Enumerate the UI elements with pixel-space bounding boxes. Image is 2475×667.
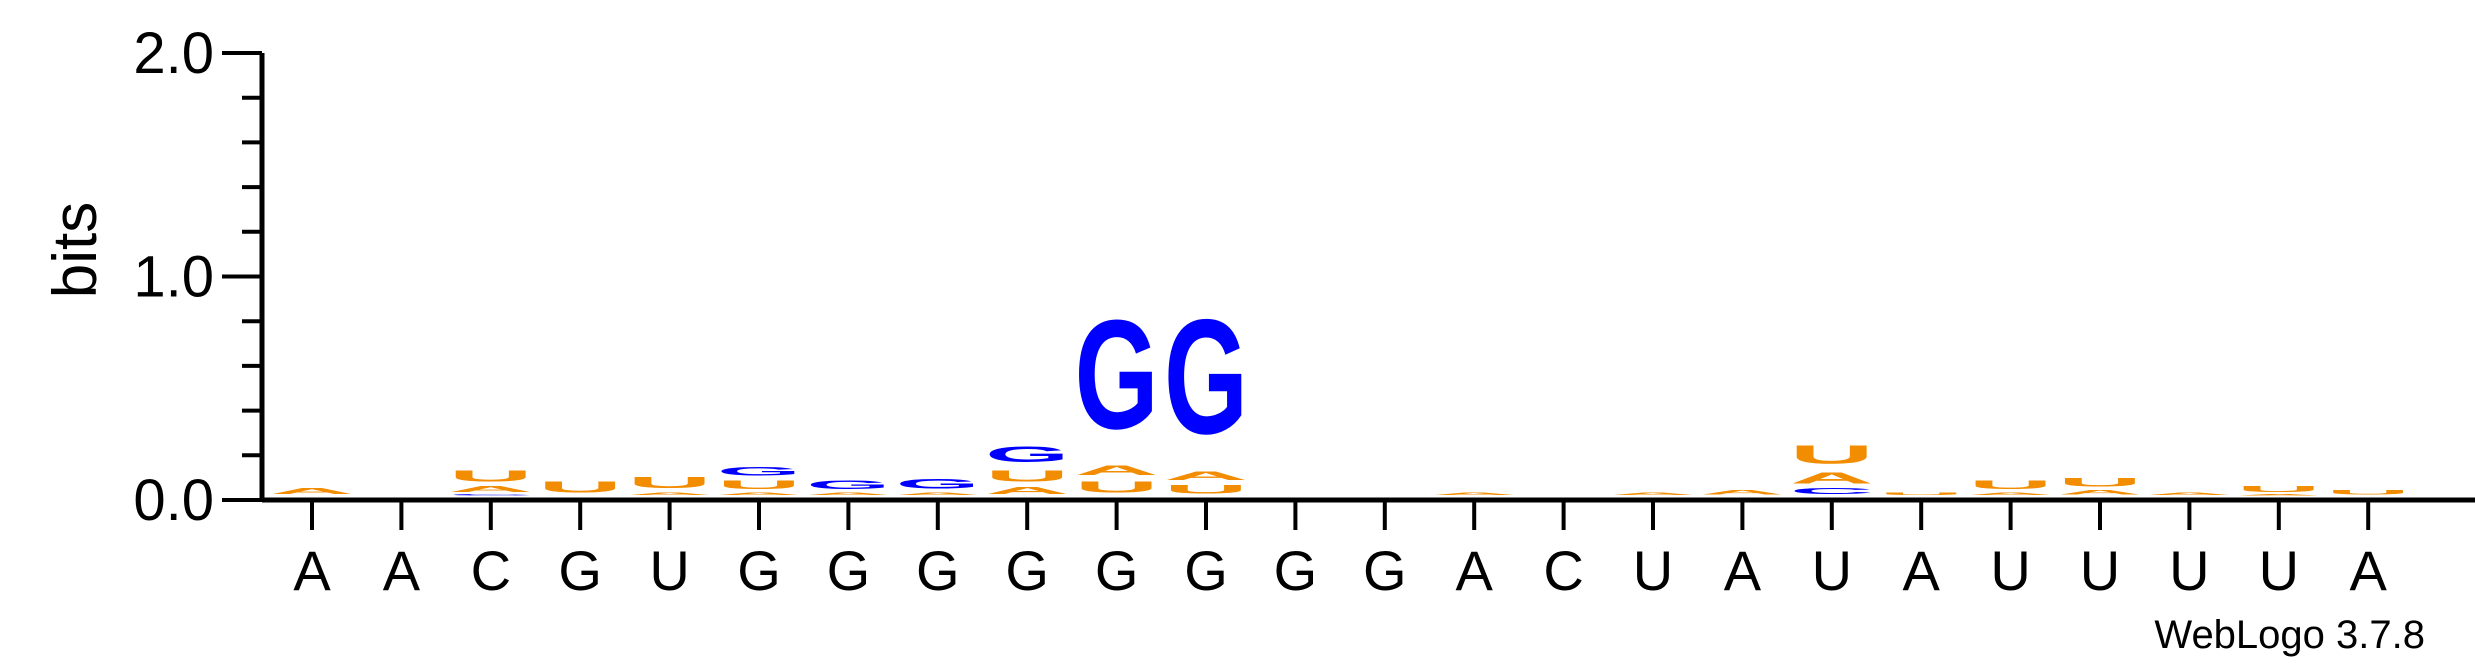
logo-letter: A [628, 492, 712, 496]
x-tick-label: G [1005, 539, 1049, 602]
logo-letter: A [270, 487, 354, 496]
logo-letter: A [1164, 469, 1248, 482]
x-tick-label: A [383, 539, 421, 602]
logo-letter: A [1790, 469, 1874, 487]
y-tick-label: 1.0 [133, 245, 214, 310]
x-tick-label: A [293, 539, 331, 602]
logo-letter: U [1790, 440, 1874, 469]
x-tick-label: U [2259, 539, 2299, 602]
x-tick-label: G [1274, 539, 1318, 602]
logo-letter: U [1164, 483, 1248, 496]
x-tick-label: C [1543, 539, 1583, 602]
x-tick-label: A [1456, 539, 1494, 602]
y-tick-label: 2.0 [133, 21, 214, 86]
x-tick-label: U [649, 539, 689, 602]
x-tick-label: G [916, 539, 960, 602]
logo-letter: C [1790, 487, 1874, 496]
x-tick-label: G [827, 539, 871, 602]
logo-letter: A [1700, 489, 1784, 496]
logo-letter: U [449, 467, 533, 485]
logo-letter: U [1075, 478, 1159, 496]
weblogo-credit: WebLogo 3.7.8 [2154, 613, 2425, 657]
x-tick-label: U [1812, 539, 1852, 602]
logo-letter: A [1611, 492, 1695, 496]
logo-letter: U [2237, 485, 2321, 494]
logo-letter: A [985, 485, 1069, 496]
x-tick-label: G [1363, 539, 1407, 602]
logo-letter: U [985, 467, 1069, 485]
x-tick-label: U [2169, 539, 2209, 602]
x-tick-label: C [471, 539, 511, 602]
logo-letter: G [896, 476, 980, 492]
logo-letter: A [449, 485, 533, 494]
x-tick-label: A [1903, 539, 1941, 602]
logo-letter: A [896, 492, 980, 496]
logo-letter: C [449, 494, 533, 496]
logo-letter: A [1075, 462, 1159, 478]
x-tick-label: G [1184, 539, 1228, 602]
logo-letter: A [806, 492, 890, 496]
logo-letter: A [1432, 492, 1516, 496]
y-axis-label: bits [41, 202, 110, 298]
logo-letter: A [2058, 489, 2142, 496]
logo-letter: U [2058, 476, 2142, 489]
logo-letter: A [2237, 494, 2321, 496]
x-tick-label: A [2350, 539, 2388, 602]
x-tick-label: G [737, 539, 781, 602]
logo-letter: A [717, 492, 801, 496]
x-tick-label: G [1095, 539, 1139, 602]
logo-letter: G [985, 442, 1069, 467]
y-axis: 0.0 1.0 2.0 [133, 21, 262, 533]
x-tick-label: U [2080, 539, 2120, 602]
logo-letter: A [2147, 492, 2231, 496]
logo-letter: U [1969, 478, 2053, 491]
x-tick-label: A [1724, 539, 1762, 602]
y-tick-label: 0.0 [133, 468, 214, 533]
logo-letter: A [1969, 492, 2053, 496]
x-tick-label: U [1990, 539, 2030, 602]
logo-letter: U [717, 478, 801, 491]
x-tick-label: U [1633, 539, 1673, 602]
logo-letter: U [1879, 492, 1963, 496]
logo-letter: U [628, 474, 712, 492]
logo-letter: G [1164, 287, 1248, 469]
logo-letter: G [717, 465, 801, 478]
logo-letter: U [2326, 489, 2410, 496]
logo-letter: G [806, 478, 890, 491]
logo-letter: G [1075, 289, 1159, 462]
x-tick-label: G [558, 539, 602, 602]
logo-letter: U [538, 478, 622, 496]
